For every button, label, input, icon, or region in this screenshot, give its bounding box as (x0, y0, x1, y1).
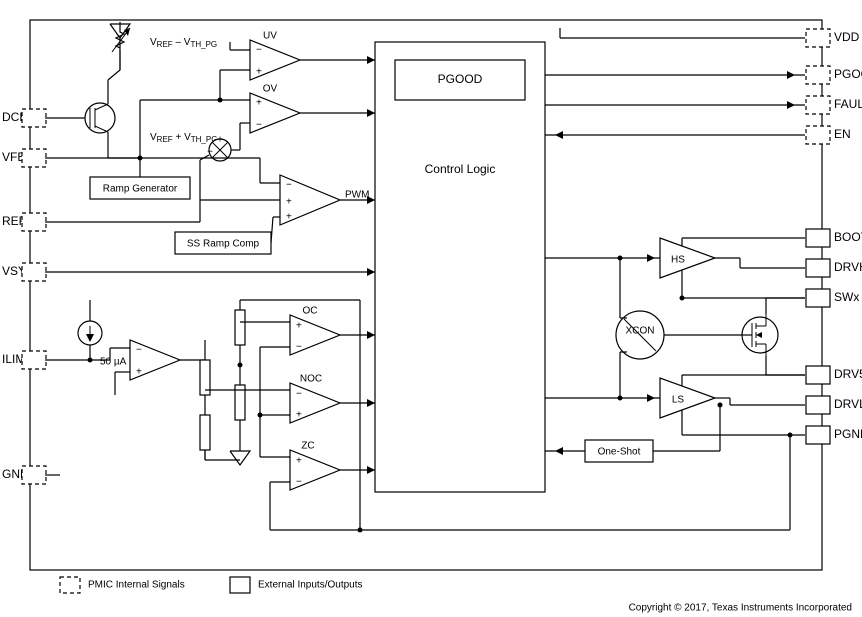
ramp-generator-label: Ramp Generator (103, 184, 178, 195)
pin-label-pgnd: PGNDSNSx (834, 427, 862, 441)
svg-text:+: + (256, 67, 262, 78)
pin-vsys (22, 263, 46, 281)
svg-text:+: + (217, 135, 223, 146)
pin-label-bootx: BOOTx (834, 230, 862, 244)
pin-drvhx (806, 259, 830, 277)
pin-swx (806, 289, 830, 307)
pin-label-vdd: VDD (834, 30, 860, 44)
svg-text:One-Shot: One-Shot (598, 447, 641, 458)
svg-text:−: − (286, 180, 292, 191)
pin-label-drvhx: DRVHx (834, 260, 862, 274)
pin-fault (806, 96, 830, 114)
svg-text:−: − (296, 477, 302, 488)
svg-text:+: + (256, 98, 262, 109)
pin-ref (22, 213, 46, 231)
pgood-inner-label: PGOOD (438, 72, 483, 86)
svg-text:+: + (286, 197, 292, 208)
pin-label-drv5v: DRV5V_x_x (834, 367, 862, 381)
pin-ilim (22, 351, 46, 369)
pin-drv5v (806, 366, 830, 384)
pin-drvlx (806, 396, 830, 414)
pin-pgood (806, 66, 830, 84)
svg-text:XCON: XCON (626, 326, 655, 337)
pin-label-drvlx: DRVLx (834, 397, 862, 411)
pin-pgnd (806, 426, 830, 444)
svg-text:+: + (296, 456, 302, 467)
svg-text:OV: OV (263, 84, 278, 95)
svg-text:+: + (286, 212, 292, 223)
svg-text:−: − (296, 342, 302, 353)
legend-pmic-label: PMIC Internal Signals (88, 580, 185, 591)
pin-label-en: EN (834, 127, 851, 141)
svg-text:OC: OC (303, 306, 318, 317)
copyright-label: Copyright © 2017, Texas Instruments Inco… (629, 603, 852, 614)
control-logic-label: Control Logic (425, 162, 496, 176)
pin-label-pgood: PGOOD (834, 67, 862, 81)
pin-vdd (806, 29, 830, 47)
pin-gnd (22, 466, 46, 484)
ss-ramp-label: SS Ramp Comp (187, 239, 260, 250)
svg-text:HS: HS (671, 255, 685, 266)
svg-text:UV: UV (263, 31, 277, 42)
svg-text:−: − (296, 389, 302, 400)
svg-text:LS: LS (672, 395, 685, 406)
pin-vfb (22, 149, 46, 167)
svg-text:ZC: ZC (301, 441, 314, 452)
svg-text:+: + (136, 367, 142, 378)
pin-dchg (22, 109, 46, 127)
svg-text:+: + (296, 321, 302, 332)
svg-text:PWM: PWM (345, 190, 369, 201)
pin-bootx (806, 229, 830, 247)
control-logic-box (375, 42, 545, 492)
pin-label-swx: SWx (834, 290, 859, 304)
pin-en (806, 126, 830, 144)
legend-ext-label: External Inputs/Outputs (258, 580, 363, 591)
svg-text:−: − (136, 345, 142, 356)
svg-text:+: + (296, 410, 302, 421)
svg-text:−: − (256, 45, 262, 56)
ilim-current-label: 50 µA (100, 357, 127, 368)
svg-text:NOC: NOC (300, 374, 322, 385)
svg-text:−: − (256, 120, 262, 131)
legend: PMIC Internal Signals External Inputs/Ou… (60, 577, 363, 593)
pin-label-fault: FAULT (834, 97, 862, 111)
